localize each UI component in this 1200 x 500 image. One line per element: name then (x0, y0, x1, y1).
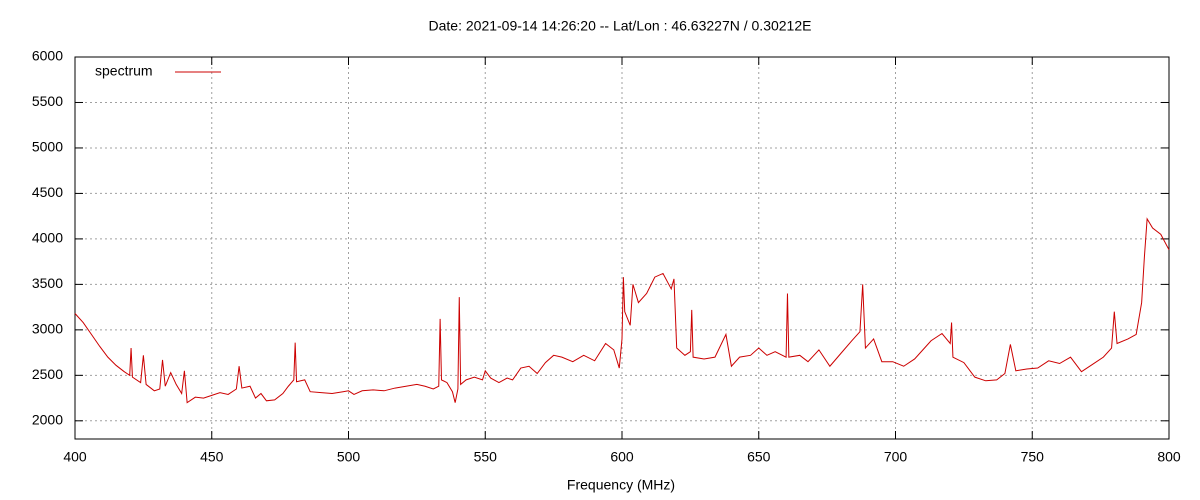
x-tick-label: 500 (337, 449, 361, 465)
x-tick-label: 800 (1157, 449, 1181, 465)
y-tick-label: 4000 (32, 230, 63, 246)
y-tick-label: 3000 (32, 321, 63, 337)
x-axis-label: Frequency (MHz) (567, 477, 675, 493)
y-tick-label: 6000 (32, 48, 63, 64)
legend-label: spectrum (95, 63, 153, 79)
x-tick-label: 600 (610, 449, 634, 465)
x-tick-label: 550 (474, 449, 498, 465)
plot-border (74, 56, 1170, 440)
data-line (74, 217, 1170, 404)
y-tick-label: 3500 (32, 275, 63, 291)
y-tick-label: 2000 (32, 412, 63, 428)
x-tick-label: 450 (200, 449, 224, 465)
y-tick-label: 5000 (32, 139, 63, 155)
y-tick-label: 4500 (32, 184, 63, 200)
x-tick-label: 750 (1021, 449, 1045, 465)
x-tick-label: 400 (63, 449, 87, 465)
x-tick-label: 650 (747, 449, 771, 465)
x-tick-label: 700 (884, 449, 908, 465)
y-tick-label: 2500 (32, 366, 63, 382)
chart-title: Date: 2021-09-14 14:26:20 -- Lat/Lon : 4… (429, 18, 812, 34)
y-tick-label: 5500 (32, 93, 63, 109)
